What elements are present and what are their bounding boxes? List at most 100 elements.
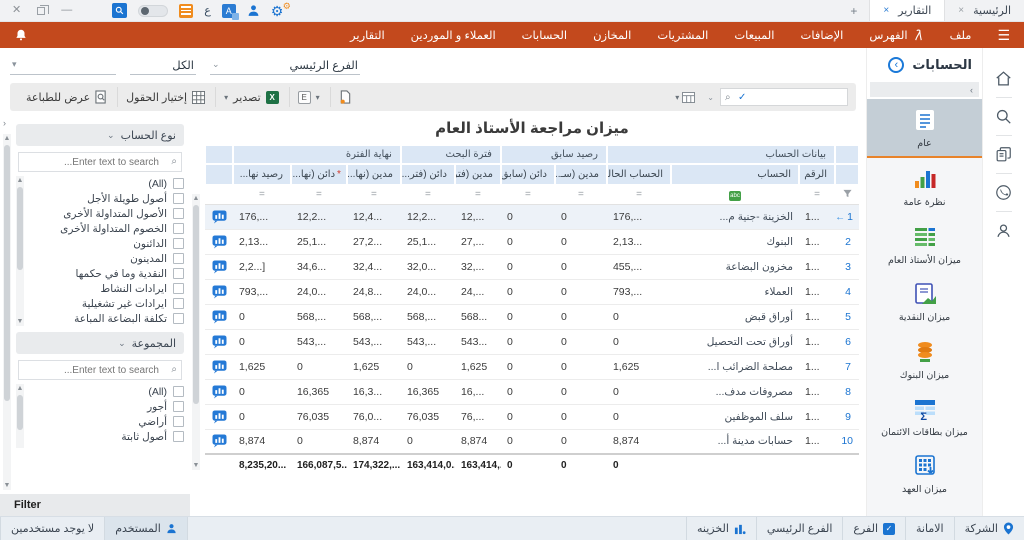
choose-fields-button[interactable]: إختيار الحقول [117,87,213,107]
filter-cell[interactable]: = [606,185,671,205]
checkbox[interactable] [173,223,184,234]
table-row[interactable]: 9 1... سلف الموظفين 0 0 0 76,... 76,035 … [204,404,859,430]
filter-cell[interactable]: = [232,185,291,205]
sidebar-item-cash-balance[interactable]: ميزان النقدية [867,273,982,330]
checkbox[interactable] [173,283,184,294]
checkbox-list-item[interactable]: تكلفة البضاعة المباعة [29,311,184,326]
menu-item[interactable]: ملف [937,22,985,48]
status-user[interactable]: المستخدم [104,517,188,540]
table-row[interactable]: 5 1... أوراق قبض 0 0 0 568... 568,... 56… [204,304,859,330]
filter-cell[interactable]: = [500,185,555,205]
row-index-cell[interactable]: 4 [835,279,859,305]
search-icon[interactable] [983,98,1024,135]
sidebar-item-overview[interactable]: نظرة عامة [867,158,982,215]
column-header-cell[interactable]: مدين (سـ... [553,163,608,186]
cell-chart-action[interactable] [204,329,233,355]
row-index-cell[interactable]: 9 [835,404,859,430]
checkbox-list-item[interactable]: النقدية وما في حكمها [29,266,184,281]
checkbox[interactable] [173,268,184,279]
tab-home[interactable]: الرئيسية × [945,0,1024,21]
filter-panel-scrollbar[interactable]: ▲ ▼ [3,134,11,490]
cell-chart-action[interactable] [204,379,233,405]
close-window-icon[interactable]: ✕ [12,4,22,16]
menu-item[interactable]: العملاء و الموردين [398,22,509,48]
tab-reports[interactable]: التقارير × [869,0,946,21]
row-index-cell[interactable]: 10 [835,429,859,455]
documents-icon[interactable] [983,136,1024,173]
checkbox[interactable] [173,401,184,412]
scrollbar-thumb[interactable] [4,145,10,402]
search-icon[interactable] [112,3,128,18]
checkbox[interactable] [173,298,184,309]
print-preview-button[interactable]: عرض للطباعة [18,87,115,107]
list-scrollbar[interactable]: ▲ [16,384,24,448]
extra-select[interactable]: ▾ [10,55,116,75]
checkbox[interactable] [173,386,184,397]
close-tab-icon[interactable]: × [883,5,890,16]
table-row[interactable]: 2 1... البنوك 2,13... 0 0 27,... 25,1...… [204,229,859,255]
scroll-down-icon[interactable]: ▼ [16,318,24,325]
scroll-up-icon[interactable]: ▲ [192,195,200,202]
filter-cell-abc[interactable]: abc [671,185,799,205]
menu-item[interactable]: المبيعات [721,22,787,48]
cell-chart-action[interactable] [204,204,233,230]
scrollbar-thumb[interactable] [17,395,23,431]
checkbox-list-item[interactable]: ايرادات النشاط [29,281,184,296]
status-treasury[interactable]: الخزينه [686,517,756,540]
table-row[interactable]: 4 1... العملاء 793,... 0 0 24,... 24,0..… [204,279,859,305]
table-view-button[interactable]: ▾ [669,91,701,103]
row-index-cell[interactable]: 8 [835,379,859,405]
toggle-switch[interactable] [138,4,169,17]
scroll-up-icon[interactable]: ▲ [16,385,24,392]
checkbox-list-item[interactable]: أجور [29,399,184,414]
filter-button[interactable]: Filter [0,494,190,516]
checkbox[interactable] [173,208,184,219]
row-index-cell[interactable]: 2 [835,229,859,255]
bell-icon[interactable] [0,28,42,42]
e-export-button[interactable]: ▾ E [288,87,328,107]
filter-funnel-cell[interactable] [835,185,859,205]
table-scrollbar[interactable]: ▲ ▼ [192,194,200,470]
hamburger-menu-icon[interactable]: ☰ [997,26,1011,43]
sidebar-item-custody-balance[interactable]: ميزان العهد [867,445,982,502]
collapse-panel-icon[interactable]: › [888,57,905,73]
sidebar-item-general[interactable]: عام [867,99,982,159]
checkbox[interactable] [173,313,184,324]
checkbox-list-item[interactable]: المدينون [29,251,184,266]
checkbox-list-item[interactable]: أصول ثابتة [29,429,184,444]
checkbox-list-item[interactable]: أراضي [29,414,184,429]
column-header-cell[interactable]: الرقم [798,163,836,186]
row-index-cell[interactable]: 6 [835,329,859,355]
checkbox-list-item[interactable]: أصول طويلة الأجل [29,191,184,206]
filter-cell[interactable]: = [454,185,501,205]
table-row[interactable]: 10 1... حسابات مدينة أ... 8,874 0 0 8,87… [204,429,859,455]
apps-icon[interactable] [179,3,194,18]
branch-select[interactable]: الفرع الرئيسي ⌄ [210,55,360,75]
checkbox-list-item[interactable]: (All) [29,384,184,399]
checkbox[interactable] [173,238,184,249]
group-search-input[interactable] [18,360,182,380]
row-index-cell[interactable]: 1← [835,204,859,230]
translate-icon[interactable]: A [221,3,239,20]
contact-user-icon[interactable] [983,212,1024,249]
search-dropdown-icon[interactable]: ⌄ [707,92,714,102]
settings-gear-icon[interactable]: ⚙ ⚙ [270,0,291,19]
filter-cell[interactable]: = [799,185,835,205]
cell-chart-action[interactable] [204,429,233,455]
table-row[interactable]: 8 1... مصروفات مدف... 0 0 0 16,... 16,36… [204,379,859,405]
checkbox[interactable] [173,178,184,189]
menu-item[interactable]: المشتريات [644,22,721,48]
export-button[interactable]: X تصدير ▾ [215,87,287,107]
filter-cell[interactable]: = [346,185,401,205]
scroll-down-icon[interactable]: ▼ [3,482,11,489]
sidebar-item-banks-balance[interactable]: ميزان البنوك [867,331,982,388]
filter-cell[interactable]: = [400,185,455,205]
checkbox-list-item[interactable]: الأصول المتداولة الأخرى [29,206,184,221]
checkbox-list-item[interactable]: الدائنون [29,236,184,251]
cell-chart-action[interactable] [204,254,233,280]
checkbox-list-item[interactable]: ايرادات غير تشغيلية [29,296,184,311]
table-row[interactable]: 1← 1... الخزينة -جنية م... 176,... 0 0 1… [204,204,859,230]
checkbox-list-item[interactable]: (All) [29,176,184,191]
scroll-up-icon[interactable]: ▲ [16,177,24,184]
column-header-cell[interactable]: مدين (فتر... [453,163,502,186]
